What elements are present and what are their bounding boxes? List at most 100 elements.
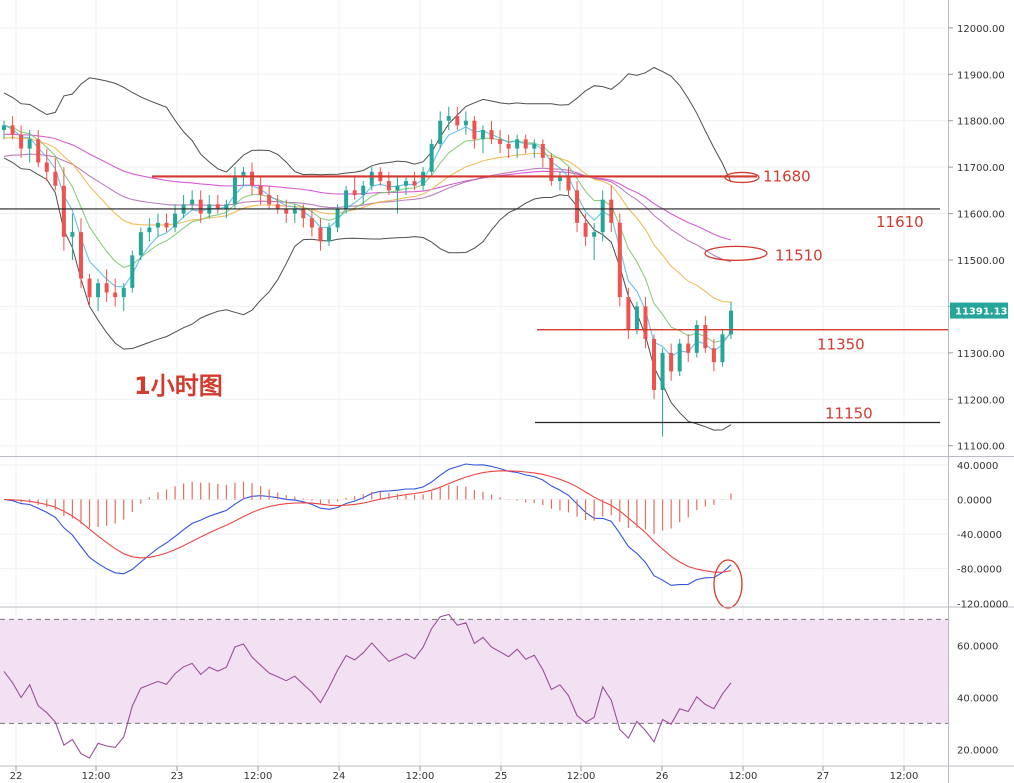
candle	[515, 139, 520, 149]
time-tick-label: 27	[817, 771, 830, 782]
candle	[27, 139, 32, 149]
candle	[489, 130, 494, 140]
candle	[694, 325, 699, 353]
time-tick-label: 12:00	[244, 771, 273, 782]
candle	[498, 139, 503, 144]
time-tick-label: 12:00	[567, 771, 596, 782]
level-label: 11610	[876, 213, 924, 231]
price-tick-label: 11300.00	[957, 349, 1005, 360]
candle	[523, 139, 528, 149]
crossover-ellipse-marker	[713, 559, 743, 609]
rsi-tick-label: 20.0000	[957, 745, 998, 756]
candle	[78, 232, 83, 279]
time-tick-label: 24	[333, 771, 346, 782]
candle	[677, 343, 682, 372]
level-label: 11680	[763, 167, 811, 185]
ma-mid-line	[3, 124, 732, 343]
macd-tick-label: 0.0000	[957, 496, 992, 507]
candle	[626, 297, 631, 330]
time-tick-label: 12:00	[729, 771, 758, 782]
time-tick-label: 23	[171, 771, 184, 782]
candle	[455, 116, 460, 126]
candle	[224, 204, 229, 209]
candle	[104, 283, 109, 293]
candle	[232, 176, 237, 205]
candle	[121, 287, 126, 298]
candle	[361, 185, 366, 195]
time-tick-label: 12:00	[82, 771, 111, 782]
candle	[403, 181, 408, 186]
price-tick-label: 11500.00	[957, 256, 1005, 267]
time-tick-label: 25	[495, 771, 508, 782]
time-tick-label: 12:00	[890, 771, 919, 782]
candle	[643, 306, 648, 339]
candle	[446, 116, 451, 121]
candle	[429, 143, 434, 172]
candle	[412, 181, 417, 186]
candle	[438, 120, 443, 144]
price-tick-label: 11700.00	[957, 163, 1005, 174]
chart-title: 1小时图	[134, 372, 223, 400]
price-tick-label: 11600.00	[957, 210, 1005, 221]
candle	[36, 139, 41, 163]
candle	[258, 185, 263, 195]
candle	[463, 120, 468, 126]
candle	[164, 222, 169, 228]
candle	[506, 143, 511, 149]
candle	[267, 195, 272, 205]
candle	[241, 171, 246, 177]
candle	[250, 171, 255, 186]
last-price-badge	[950, 302, 1008, 319]
candle	[729, 310, 733, 335]
candle	[549, 157, 554, 182]
macd-line	[3, 463, 732, 586]
level-label: 11350	[817, 336, 865, 354]
candle	[686, 343, 691, 353]
price-tick-label: 11100.00	[957, 442, 1005, 453]
candle	[540, 143, 545, 158]
time-tick-label: 12:00	[406, 771, 435, 782]
candle	[600, 199, 605, 233]
candle	[352, 190, 357, 195]
ma-fast-line	[3, 124, 732, 358]
bollinger-upper-line	[3, 66, 732, 183]
price-tick-label: 12000.00	[957, 24, 1005, 35]
last-price-label: 11391.13	[955, 307, 1008, 318]
candle	[2, 125, 6, 130]
macd-tick-label: -40.0000	[957, 530, 1002, 541]
candle	[532, 143, 537, 149]
candle	[198, 199, 203, 214]
candle	[173, 213, 178, 228]
target-ellipse-marker	[724, 171, 760, 184]
rsi-band	[0, 619, 948, 724]
macd-tick-label: -80.0000	[957, 565, 1002, 576]
candle	[327, 227, 332, 242]
ma-slow-line	[3, 137, 732, 303]
candle	[190, 199, 195, 205]
candle	[292, 208, 297, 214]
candle	[421, 171, 426, 186]
macd-tick-label: -120.0000	[957, 599, 1008, 610]
candle	[344, 190, 349, 209]
price-tick-label: 11800.00	[957, 117, 1005, 128]
candle	[386, 181, 391, 191]
target-ellipse-marker	[704, 245, 768, 262]
candle	[87, 278, 92, 298]
level-label: 11150	[825, 405, 873, 423]
price-tick-label: 11200.00	[957, 395, 1005, 406]
candle	[113, 292, 118, 298]
candle	[609, 199, 614, 223]
candle	[660, 352, 665, 390]
time-tick-label: 26	[656, 771, 669, 782]
ma-long-line	[3, 153, 732, 263]
candle	[155, 222, 160, 228]
candle	[53, 171, 58, 186]
candle	[96, 283, 101, 298]
candle	[130, 255, 135, 288]
candle	[147, 227, 152, 233]
time-tick-label: 22	[10, 771, 23, 782]
candle	[575, 190, 580, 223]
candle	[284, 208, 289, 214]
